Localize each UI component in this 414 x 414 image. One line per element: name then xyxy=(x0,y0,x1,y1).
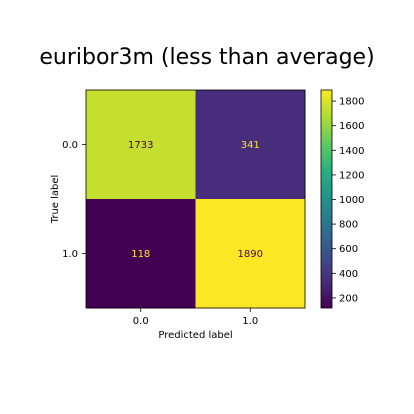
cell-value-label: 341 xyxy=(241,140,260,151)
colorbar-tick-label: 200 xyxy=(339,293,358,304)
x-tick-label: 0.0 xyxy=(133,316,149,327)
colorbar-tick-label: 600 xyxy=(339,244,358,255)
y-tick-label: 0.0 xyxy=(62,140,78,151)
y-axis-label: True label xyxy=(50,175,61,225)
matrix-cell-r0-c1 xyxy=(195,90,306,200)
y-tick-label: 1.0 xyxy=(62,249,78,260)
matrix-frame xyxy=(85,89,306,309)
colorbar-tick-label: 800 xyxy=(339,220,358,231)
x-tick-label: 1.0 xyxy=(242,316,258,327)
x-axis-label: Predicted label xyxy=(158,330,232,341)
matrix-cell-r1-c1 xyxy=(195,199,306,309)
cell-value-label: 1890 xyxy=(238,249,263,260)
cell-value-label: 1733 xyxy=(128,140,153,151)
matrix-cell-labels: 1733 341 118 1890 xyxy=(128,140,263,260)
y-axis-ticks: 0.0 1.0 xyxy=(62,140,86,260)
colorbar-ticks: 200 400 600 800 1000 1200 1400 1600 1800 xyxy=(332,97,364,304)
colorbar-tick-label: 1200 xyxy=(339,170,364,181)
colorbar-tick-label: 1800 xyxy=(339,97,364,108)
chart-title: euribor3m (less than average) xyxy=(39,45,374,70)
matrix-cell-r0-c0 xyxy=(86,90,196,200)
matrix-cell-r1-c0 xyxy=(86,199,196,309)
colorbar-tick-label: 1600 xyxy=(339,121,364,132)
colorbar-tick-label: 1400 xyxy=(339,146,364,157)
cell-value-label: 118 xyxy=(131,249,150,260)
colorbar-tick-label: 400 xyxy=(339,269,358,280)
matrix-cells xyxy=(86,90,306,309)
colorbar-tick-label: 1000 xyxy=(339,195,364,206)
x-axis-ticks: 0.0 1.0 xyxy=(133,308,258,327)
colorbar xyxy=(320,89,333,309)
